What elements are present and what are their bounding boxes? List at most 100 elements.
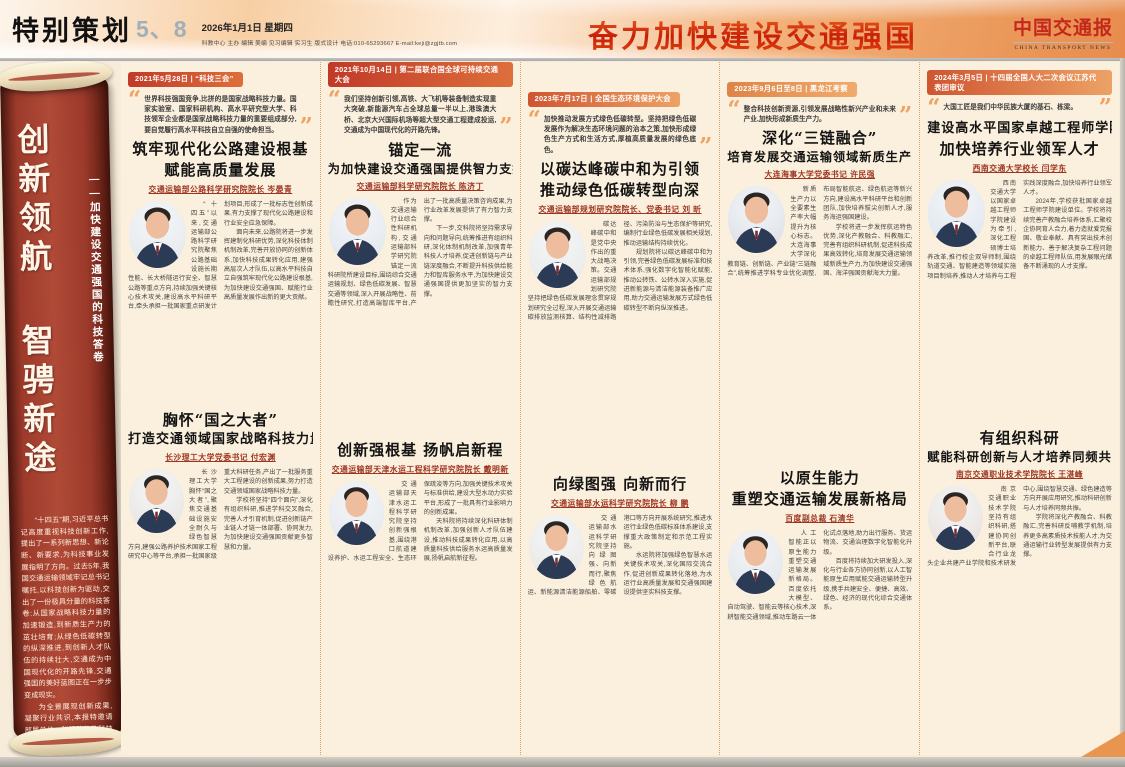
- scroll-red-body: 创新领航 智骋新途 ——加快建设交通强国的科技答卷 “十四五”期,习近平总书记高…: [0, 76, 122, 767]
- article-title: 筑牢现代化公路建设根基 赋能高质量发展: [128, 139, 313, 181]
- masthead-left: 特别策划 5、8 2026年1月1日 星期四 科教中心 主办 编辑 美编 见习编…: [12, 16, 458, 48]
- masthead: 特别策划 5、8 2026年1月1日 星期四 科教中心 主办 编辑 美编 见习编…: [0, 0, 1125, 61]
- portrait-photo: [328, 197, 386, 265]
- person-silhouette: [733, 192, 781, 254]
- article-tag-bar: 2021年5月28日 | “科技三会”: [128, 68, 313, 87]
- article-tag-bar: 2023年7月17日 | 全国生态环境保护大会: [527, 88, 713, 107]
- body-paragraph: 人工智能正以原生能力重塑交通运输发展新格局。百度依托大模型、自动驾驶、智能云等核…: [727, 530, 913, 621]
- lead-article: 2023年9月6日至8日 | 黑龙江考察 “整合科技创新资源,引领发展战略性新兴产…: [727, 78, 912, 462]
- body-paragraph: 规划院将以碳达峰碳中和为引领,完善绿色低碳发展标准和技术体系,强化数字化智能化赋…: [623, 248, 713, 312]
- person-silhouette: [733, 536, 779, 594]
- bottom-edge-bar: [0, 757, 1125, 767]
- article-column: 2021年10月14日 | 第二届联合国全球可持续交通大会 “我们坚持创新引领,高…: [319, 62, 520, 755]
- article-title-line: 以碳达峰碳中和为引领: [539, 160, 700, 178]
- article-body: 长沙理工大学胸怀“国之大者”,聚焦交通基础设施安全耐久与绿色智慧方向,建强公路养…: [128, 468, 313, 561]
- article-author-line: 长沙理工大学党委书记 付宏渊: [165, 453, 276, 463]
- page-banner-title: 奋力加快建设交通强国: [588, 12, 918, 56]
- article-title: 向绿图强 向新而行: [528, 474, 713, 495]
- person-silhouette: [334, 204, 381, 265]
- date-block: 2026年1月1日 星期四 科教中心 主办 编辑 美编 见习编辑 实习生 版式设…: [202, 18, 458, 47]
- quote-text: 大国工匠是我们中华民族大厦的基石、栋梁。: [943, 104, 1078, 111]
- article-author-line: 交通运输部水运科学研究院院长 柳 鹏: [550, 499, 690, 508]
- article-body: 交通运输部天津水运工程科学研究院坚持创新强根基,围绕港口航道建设养护、水运工程安…: [328, 480, 513, 564]
- sub-article: 向绿图强 向新而行交通运输部水运科学研究院院长 柳 鹏交通运输部水运科学研究院坚…: [528, 474, 713, 598]
- scroll-calligraphy-title: 创新领航 智骋新途: [12, 122, 58, 480]
- body-paragraph: 交通运输部天津水运工程科学研究院坚持创新强根基,围绕港口航道建设养护、水运工程安…: [327, 481, 513, 563]
- article-title-line: 推动绿色低碳转型向深: [539, 181, 700, 199]
- masthead-credits: 科教中心 主办 编辑 美编 见习编辑 实习生 版式设计 电话:010-65293…: [201, 41, 458, 47]
- portrait-photo: [328, 481, 384, 545]
- article-author-line: 百度副总裁 石清华: [785, 514, 855, 523]
- newspaper-logo: 中国交通报 CHINA TRANSPORT NEWS: [1012, 13, 1113, 51]
- article-body: 交通运输部水运科学研究院坚持向绿图强、向新而行,聚焦绿色航运、新能源清洁能源船舶…: [528, 514, 713, 598]
- article-author-line: 西南交通大学校长 闫学东: [972, 163, 1067, 173]
- article-author-line: 交通运输部天津水运工程科学研究院院长 戴明新: [331, 465, 509, 474]
- article-title-line: 深化“三链融合”: [762, 129, 878, 148]
- article-column: 2023年7月17日 | 全国生态环境保护大会 “加快推动发展方式绿色低碳转型。坚…: [519, 62, 720, 755]
- scroll-subtitle: ——加快建设交通强国的科技答卷: [88, 173, 105, 364]
- sub-article: 创新强根基 扬帆启新程 交通运输部天津水运工程科学研究院院长 戴明新 交通运输部天津…: [328, 440, 513, 564]
- portrait-photo: [129, 469, 184, 534]
- lead-article: 2023年7月17日 | 全国生态环境保护大会 “加快推动发展方式绿色低碳转型。坚…: [527, 88, 713, 468]
- close-quote-icon: ”: [1098, 94, 1112, 121]
- open-quote-icon: “: [527, 105, 541, 133]
- article-title: 锚定一流 为加快建设交通强国提供智力支撑: [328, 140, 513, 178]
- logo-chinese-name: 中国交通报: [1012, 18, 1113, 39]
- article-column: 2023年9月6日至8日 | 黑龙江考察 “整合科技创新资源,引领发展战略性新兴产…: [719, 62, 919, 755]
- lead-article: 2021年10月14日 | 第二届联合国全球可持续交通大会 “我们坚持创新引领,高…: [327, 62, 513, 434]
- body-paragraph: 学校将进一步发挥航运特色优势,深化产教融合、科教融汇,完善有组织科研机制,促进科…: [823, 223, 913, 277]
- article-title-line: 加快培养行业领军人才: [939, 139, 1100, 158]
- open-quote-icon: “: [927, 94, 941, 121]
- issue-date: 2026年1月1日 星期四: [201, 23, 293, 34]
- close-quote-icon: ”: [898, 101, 913, 129]
- article-body: 西南交通大学以国家卓越工程师学院建设为牵引,深化工程硕博士培养改革,推行校企双导…: [927, 179, 1112, 281]
- portrait-photo: [528, 221, 586, 288]
- article-tag-bar: 2023年9月6日至8日 | 黑龙江考察: [727, 78, 912, 97]
- leader-quote: “加快推动发展方式绿色低碳转型。坚持把绿色低碳发展作为解决生态环境问题的治本之策…: [527, 105, 713, 160]
- quote-text: 我们坚持创新引领,高铁、大飞机等装备制造实现重大突破,新能源汽车占全球总量一半以…: [344, 96, 497, 135]
- close-quote-icon: ”: [499, 113, 513, 141]
- body-paragraph: 南京交通职业技术学院坚持有组织科研,搭建协同创新平台,联合行业龙头企业共建产业学…: [927, 486, 1112, 568]
- logo-english-name: CHINA TRANSPORT NEWS: [1012, 42, 1113, 51]
- article-title: 以原生能力 重塑交通运输发展新格局: [727, 468, 912, 510]
- article-title-line: 锚定一流: [388, 140, 453, 159]
- article-date-tag: 2023年9月6日至8日 | 黑龙江考察: [727, 81, 857, 97]
- body-paragraph: 作为交通运输行业综合性科研机构,交通运输部科学研究院锚定一流科研院所建设目标,围…: [327, 197, 513, 307]
- body-paragraph: 下一步,交科院将坚持需求导向和问题导向,统筹推进有组织科研,深化体制机制改革,加…: [423, 225, 513, 298]
- article-title-line: 胸怀“国之大者”: [162, 411, 279, 429]
- article-title: 以碳达峰碳中和为引领 推动绿色低碳转型向深: [528, 159, 713, 201]
- close-quote-icon: ”: [699, 132, 713, 160]
- body-paragraph: 学校将坚持“四个面向”,深化有组织科研,推进学科交叉融合,完善人才引育机制,促进…: [223, 497, 313, 551]
- article-title-line: 打造交通领域国家战略科技力量: [128, 432, 313, 447]
- quote-text: 加快推动发展方式绿色低碳转型。坚持把绿色低碳发展作为解决生态环境问题的治本之策,…: [543, 115, 697, 154]
- person-silhouette: [933, 492, 978, 551]
- body-paragraph: 碳达峰碳中和是党中央作出的重大战略决策。交通运输部规划研究院坚持把绿色低碳发展理…: [527, 221, 713, 321]
- page-curl-decoration: [1081, 731, 1125, 757]
- portrait-photo: [528, 515, 584, 579]
- person-silhouette: [134, 475, 179, 534]
- portrait-photo: [928, 179, 986, 247]
- sub-article: 有组织科研 赋能科研创新与人才培养同频共振 南京交通职业技术学院院长 王湛峰 南京交通…: [927, 428, 1112, 569]
- article-body: “十四五”以来,交通运输部公路科学研究院聚焦公路基础设施长期性能、长大桥隧运行安…: [128, 200, 313, 312]
- leader-quote: “整合科技创新资源,引领发展战略性新兴产业和未来产业,加快形成新质生产力。”: [727, 95, 913, 129]
- person-silhouette: [533, 521, 579, 579]
- body-paragraph: 面向未来,公路院将进一步发挥建制化科研优势,深化科技体制机制改革,完善开放协同的…: [223, 228, 313, 301]
- quote-text: 整合科技创新资源,引领发展战略性新兴产业和未来产业,加快形成新质生产力。: [743, 105, 896, 123]
- article-body: 南京交通职业技术学院坚持有组织科研,搭建协同创新平台,联合行业龙头企业共建产业学…: [927, 485, 1112, 569]
- person-silhouette: [933, 186, 980, 247]
- body-paragraph: 2024年,学校获批国家卓越工程师学院建设单位。学校将持续完善产教融合培养体系,…: [1023, 198, 1112, 271]
- article-author-line: 大连海事大学党委书记 许民强: [764, 170, 876, 180]
- article-author-line: 交通运输部公路科学研究院院长 岑晏青: [148, 185, 293, 194]
- article-title-line: 建设高水平国家卓越工程师学院: [927, 121, 1112, 137]
- article-column: 2021年5月28日 | “科技三会” “世界科技强国竞争,比拼的是国家战略科技力…: [121, 62, 320, 755]
- body-paragraph: 学院将深化产教融合、科教融汇,完善科研反哺教学机制,培养更多高素质技术技能人才,…: [1023, 513, 1112, 559]
- article-author-line: 交通运输部科学研究院院长 陈济丁: [356, 181, 484, 191]
- article-date-tag: 2021年10月14日 | 第二届联合国全球可持续交通大会: [327, 62, 513, 87]
- body-paragraph: “十四五”以来,交通运输部公路科学研究院聚焦公路基础设施长期性能、长大桥隧运行安…: [128, 201, 313, 311]
- page-numbers: 5、8: [136, 16, 188, 42]
- body-paragraph: 新质生产力以全要素生产率大幅提升为核心标志。大连海事大学深化教育链、创新链、产业…: [727, 186, 913, 277]
- leader-quote: “世界科技强国竞争,比拼的是国家战略科技力量。国家实验室、国家科研机构、高水平研…: [128, 87, 313, 138]
- sub-article: 胸怀“国之大者” 打造交通领域国家战略科技力量长沙理工大学党委书记 付宏渊长沙理工…: [128, 410, 313, 561]
- open-quote-icon: “: [727, 95, 741, 123]
